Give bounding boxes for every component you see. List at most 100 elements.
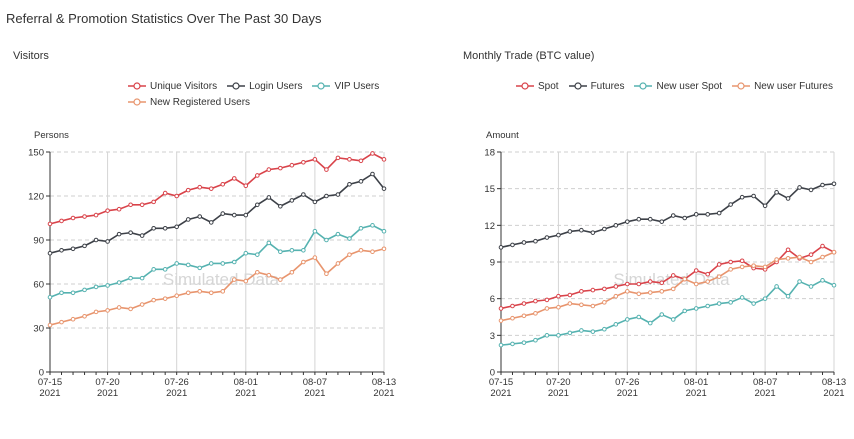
trade-chart: 036912151807-15202107-20202107-26202108-…: [484, 130, 846, 399]
x-tick-label: 07-26: [165, 377, 189, 388]
data-point-new-registered-users: [324, 271, 329, 277]
legend-label: Unique Visitors: [150, 80, 218, 92]
data-point-unique-visitors: [70, 215, 76, 221]
data-point-new-registered-users: [151, 297, 156, 303]
data-point-login-users: [243, 212, 249, 218]
data-point-vip-users: [358, 225, 364, 231]
data-point-login-users: [278, 203, 283, 209]
x-tick-label: 07-20: [546, 377, 570, 388]
data-point-login-users: [208, 220, 214, 225]
data-point-vip-users: [243, 250, 249, 256]
data-point-spot: [498, 306, 504, 311]
data-point-spot: [579, 289, 584, 294]
data-point-new-user-futures: [785, 256, 791, 261]
legend-swatch-icon: [312, 82, 331, 90]
data-point-new-registered-users: [255, 269, 260, 275]
data-point-login-users: [185, 217, 191, 222]
data-point-vip-users: [70, 290, 76, 296]
x-tick-label: 08-01: [234, 377, 258, 388]
legend-item-new-user-spot[interactable]: New user Spot: [634, 81, 722, 92]
data-point-spot: [636, 281, 642, 287]
data-point-futures: [831, 181, 837, 187]
legend-row: Spot Futures New user Spot New user Futures: [516, 78, 833, 94]
data-point-unique-visitors: [255, 173, 260, 178]
data-point-new-user-spot: [762, 296, 768, 301]
data-point-unique-visitors: [231, 176, 237, 181]
data-point-unique-visitors: [370, 151, 375, 156]
x-tick-label-year: 2021: [755, 388, 776, 399]
data-point-futures: [751, 193, 756, 199]
data-point-futures: [670, 213, 676, 218]
data-point-vip-users: [370, 223, 375, 228]
legend-item-new-user-futures[interactable]: New user Futures: [732, 81, 833, 92]
data-point-new-user-futures: [533, 311, 538, 316]
y-tick-label: 9: [490, 258, 495, 269]
data-point-futures: [728, 202, 733, 207]
data-point-new-user-futures: [739, 264, 745, 270]
data-point-futures: [590, 230, 596, 235]
data-point-vip-users: [231, 259, 237, 265]
data-point-futures: [739, 194, 745, 200]
data-point-unique-visitors: [128, 202, 133, 208]
data-point-spot: [647, 279, 653, 284]
legend-swatch-icon: [128, 98, 146, 106]
data-point-spot: [625, 281, 630, 287]
legend-item-new-registered-users[interactable]: New Registered Users: [128, 97, 250, 108]
legend-item-unique-visitors[interactable]: Unique Visitors: [128, 81, 217, 92]
data-point-login-users: [197, 214, 203, 219]
data-point-new-registered-users: [59, 319, 64, 325]
data-point-new-user-spot: [831, 282, 837, 288]
data-point-spot: [510, 303, 515, 309]
data-point-unique-visitors: [301, 159, 306, 165]
data-point-new-registered-users: [185, 290, 191, 296]
legend-row: Unique Visitors Login Users VIP Users: [128, 78, 379, 94]
data-point-new-user-spot: [774, 284, 779, 289]
data-point-unique-visitors: [243, 183, 249, 189]
data-point-new-registered-users: [220, 289, 226, 294]
data-point-login-users: [312, 199, 318, 205]
data-point-new-registered-users: [381, 246, 387, 252]
data-point-futures: [567, 229, 573, 234]
data-point-vip-users: [185, 262, 191, 268]
data-point-new-user-futures: [636, 291, 642, 297]
data-point-unique-visitors: [347, 157, 352, 162]
y-tick-label: 3: [490, 331, 495, 342]
data-point-new-registered-users: [70, 316, 76, 322]
data-point-spot: [533, 298, 538, 304]
data-point-vip-users: [255, 252, 260, 257]
data-point-login-users: [47, 250, 53, 256]
data-point-unique-visitors: [197, 184, 203, 190]
watermark-text: Simulated Data: [613, 270, 730, 289]
data-point-login-users: [255, 202, 260, 208]
data-point-futures: [636, 216, 642, 222]
data-point-vip-users: [335, 231, 341, 237]
data-point-new-user-spot: [728, 300, 733, 305]
legend-item-spot[interactable]: Spot: [516, 81, 559, 92]
data-point-unique-visitors: [185, 187, 191, 193]
data-point-spot: [659, 280, 665, 286]
data-point-login-users: [174, 224, 179, 230]
legend-item-login-users[interactable]: Login Users: [227, 81, 302, 92]
x-tick-label: 08-01: [684, 377, 708, 388]
data-point-futures: [613, 223, 619, 228]
x-tick-label-year: 2021: [548, 388, 569, 399]
legend-item-futures[interactable]: Futures: [568, 81, 624, 92]
x-tick-label-year: 2021: [97, 388, 118, 399]
data-point-login-users: [347, 181, 352, 187]
x-tick-label-year: 2021: [304, 388, 325, 399]
data-point-login-users: [220, 211, 226, 216]
data-point-vip-users: [59, 290, 64, 296]
x-tick-label: 08-07: [303, 377, 327, 388]
visitors-legend: Unique Visitors Login Users VIP Users New R…: [128, 78, 379, 110]
data-point-new-user-spot: [613, 322, 619, 327]
data-point-vip-users: [47, 294, 53, 300]
legend-label: Login Users: [249, 80, 303, 92]
data-point-login-users: [59, 247, 64, 253]
data-point-new-registered-users: [174, 293, 179, 299]
x-tick-label: 08-13: [822, 377, 846, 388]
data-point-futures: [705, 212, 710, 217]
visitors-chart: 030609012015007-15202107-20202107-262021…: [28, 130, 396, 399]
data-point-new-registered-users: [116, 305, 122, 310]
legend-item-vip-users[interactable]: VIP Users: [312, 81, 379, 92]
data-point-unique-visitors: [220, 181, 226, 187]
